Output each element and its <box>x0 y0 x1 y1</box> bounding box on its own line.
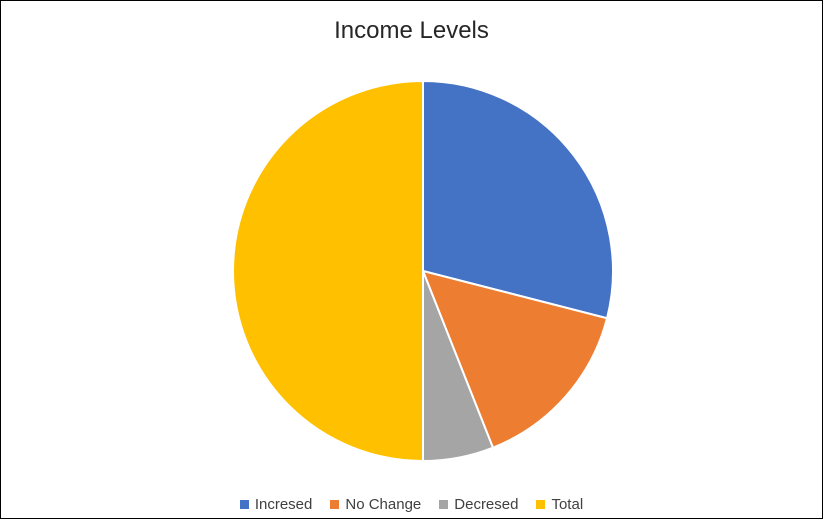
legend-label: No Change <box>345 496 422 513</box>
legend-item-total: Total <box>536 496 583 513</box>
legend-label: Incresed <box>254 496 313 513</box>
legend-item-decresed: Decresed <box>439 496 518 513</box>
legend-swatch <box>439 500 449 509</box>
legend-label: Total <box>551 496 584 513</box>
pie-slice-total <box>232 79 424 463</box>
legend-item-no-change: No Change <box>330 496 421 513</box>
legend-swatch <box>330 500 340 509</box>
legend-item-incresed: Incresed <box>239 496 313 513</box>
chart-title: Income Levels <box>334 17 489 44</box>
pie-slice-incresed <box>422 79 614 320</box>
legend-label: Decresed <box>454 496 519 513</box>
legend-swatch <box>239 500 249 509</box>
legend: Incresed No Change Decresed Total <box>1 496 822 513</box>
legend-swatch <box>536 500 546 509</box>
pie-slice-no-change <box>421 269 609 449</box>
